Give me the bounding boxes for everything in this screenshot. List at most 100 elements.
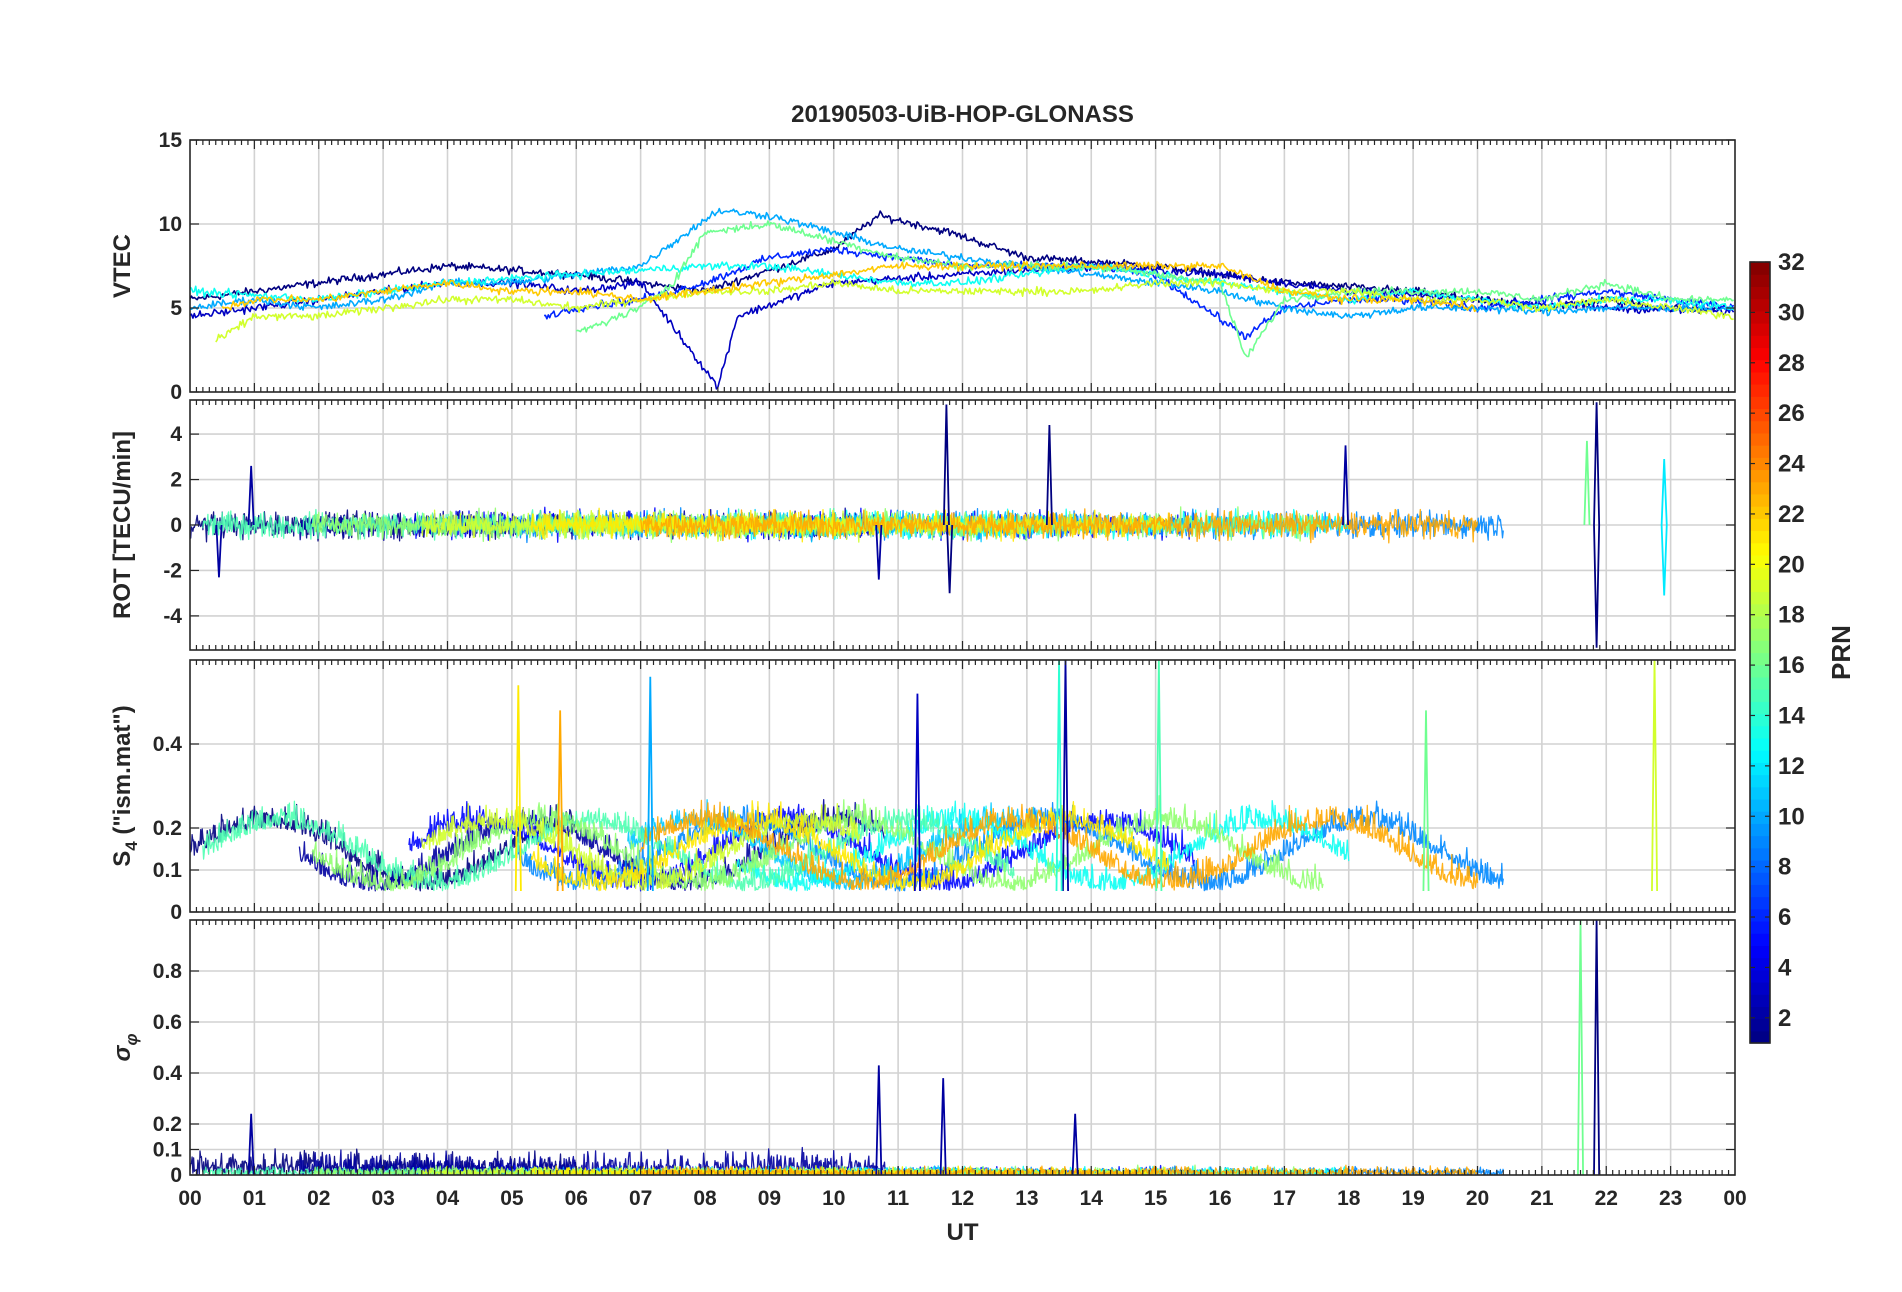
x-tick-label: 05	[500, 1187, 524, 1210]
s4-ytick-label: 0.2	[153, 817, 182, 840]
s4-series	[190, 660, 1659, 892]
rot-ylabel: ROT [TECU/min]	[109, 431, 136, 619]
colorbar-segment	[1750, 737, 1770, 751]
colorbar-tick-label: 20	[1778, 551, 1805, 578]
vtec-axes: 0 5 10 15	[159, 129, 1736, 404]
vtec-ylabel: VTEC	[109, 234, 136, 298]
colorbar-segment	[1750, 676, 1770, 690]
colorbar-segment	[1750, 725, 1770, 739]
rot-ytick-label: 2	[170, 469, 182, 492]
colorbar-segment	[1750, 384, 1770, 397]
colorbar-segment	[1750, 750, 1770, 763]
colorbar-segment	[1750, 884, 1770, 898]
x-tick-label: 02	[307, 1187, 330, 1210]
colorbar-label: PRN	[1826, 625, 1856, 680]
colorbar-segment	[1750, 933, 1770, 946]
colorbar-segment	[1750, 591, 1770, 605]
s4-series-prn-17	[311, 795, 1324, 892]
x-tick-label: 09	[758, 1187, 781, 1210]
colorbar-tick-label: 12	[1778, 753, 1805, 780]
rot-spike	[247, 465, 255, 526]
sigma-phi-axes: 00.1 0.2 0.4 0.6 0.8	[153, 919, 1736, 1187]
rot-ytick-label: 0	[170, 514, 182, 537]
x-tick-label: 13	[1015, 1187, 1038, 1210]
sigma-phi-series	[190, 920, 1601, 1175]
rot-spike	[1660, 524, 1668, 596]
colorbar-segment	[1750, 811, 1770, 824]
colorbar-segment	[1750, 603, 1770, 617]
colorbar-segment	[1750, 859, 1770, 873]
colorbar-tick-label: 4	[1778, 954, 1792, 981]
colorbar-segment	[1750, 896, 1770, 910]
panel-rot: -4 -2 0 2 4 ROT [TECU/min]	[109, 399, 1736, 651]
colorbar-segment	[1750, 798, 1770, 812]
colorbar-tick-label: 30	[1778, 299, 1805, 326]
colorbar-segment	[1750, 640, 1770, 654]
colorbar-segment	[1750, 628, 1770, 641]
x-tick-label: 04	[436, 1187, 460, 1210]
colorbar-segment	[1750, 579, 1770, 593]
panel-vtec: 0 5 10 15 VTEC	[109, 129, 1736, 404]
x-tick-label: 15	[1144, 1187, 1168, 1210]
x-tick-label: 07	[629, 1187, 652, 1210]
sigma_phi-ytick-label: 0.1	[153, 1139, 183, 1162]
s4-ytick-label: 0	[170, 901, 182, 924]
sigma-phi-grid	[190, 920, 1735, 1175]
chart-title: 20190503-UiB-HOP-GLONASS	[791, 101, 1134, 128]
colorbar-segment	[1750, 945, 1770, 959]
colorbar-segment	[1750, 457, 1770, 471]
colorbar-segment	[1750, 847, 1770, 861]
rot-series-prn-19	[421, 509, 861, 543]
sigma_phi-spike	[939, 1078, 947, 1175]
colorbar-segment	[1750, 469, 1770, 483]
colorbar-segment	[1750, 981, 1770, 995]
colorbar-segment	[1750, 567, 1770, 580]
colorbar-segment	[1750, 994, 1770, 1007]
s4-ytick-label: 0.1	[153, 859, 183, 882]
colorbar-segment	[1750, 615, 1770, 629]
rot-ytick-label: -2	[163, 559, 182, 582]
colorbar-tick-label: 24	[1778, 451, 1805, 478]
colorbar-tick-label: 16	[1778, 652, 1805, 679]
colorbar-segment	[1750, 506, 1770, 519]
sigma_phi-ytick-label: 0.8	[153, 960, 183, 983]
sigma_phi-ytick-label: 0	[170, 1164, 182, 1187]
x-tick-label: 01	[243, 1187, 267, 1210]
x-tick-label: 22	[1595, 1187, 1618, 1210]
x-tick-label: 12	[951, 1187, 974, 1210]
vtec-series-prn-16	[576, 220, 1734, 358]
s4-spike	[1422, 710, 1430, 892]
colorbar-segment	[1750, 262, 1770, 275]
colorbar-segment	[1750, 530, 1770, 544]
x-tick-label: 21	[1530, 1187, 1554, 1210]
s4-spike	[1651, 660, 1659, 892]
sigma_phi-spike	[875, 1065, 883, 1175]
rot-spike	[942, 404, 950, 526]
x-tick-label: 16	[1208, 1187, 1231, 1210]
sigma_phi-ytick-label: 0.4	[153, 1062, 183, 1085]
colorbar-segment	[1750, 274, 1770, 288]
x-tick-label: 00	[178, 1187, 201, 1210]
s4-axes: 0 0.1 0.2 0.4	[153, 659, 1736, 924]
vtec-series-prn-19	[215, 277, 1734, 343]
colorbar-segment	[1750, 1030, 1770, 1044]
rot-spike	[946, 524, 954, 594]
colorbar-segment	[1750, 396, 1770, 410]
colorbar-segment	[1750, 701, 1770, 715]
colorbar-segment	[1750, 786, 1770, 800]
s4-ylabel: S4 ("ism.mat")	[109, 705, 141, 867]
x-axis-label: UT	[947, 1219, 979, 1246]
vtec-ytick-label: 0	[170, 381, 182, 404]
rot-spike	[1660, 459, 1668, 526]
colorbar-segment	[1750, 420, 1770, 434]
rot-ytick-label: -4	[163, 605, 182, 628]
vtec-ytick-label: 15	[159, 129, 183, 152]
x-tick-label: 08	[693, 1187, 717, 1210]
colorbar-segment	[1750, 554, 1770, 568]
colorbar-segment	[1750, 518, 1770, 532]
colorbar-segment	[1750, 762, 1770, 776]
colorbar-segment	[1750, 286, 1770, 300]
x-tick-labels: 00 01 02 03 04 05 06 07 08 09 10 11 12 13 14 15 16 17 18 19…	[178, 1187, 1746, 1210]
x-tick-label: 11	[887, 1187, 910, 1210]
colorbar-segment	[1750, 408, 1770, 422]
